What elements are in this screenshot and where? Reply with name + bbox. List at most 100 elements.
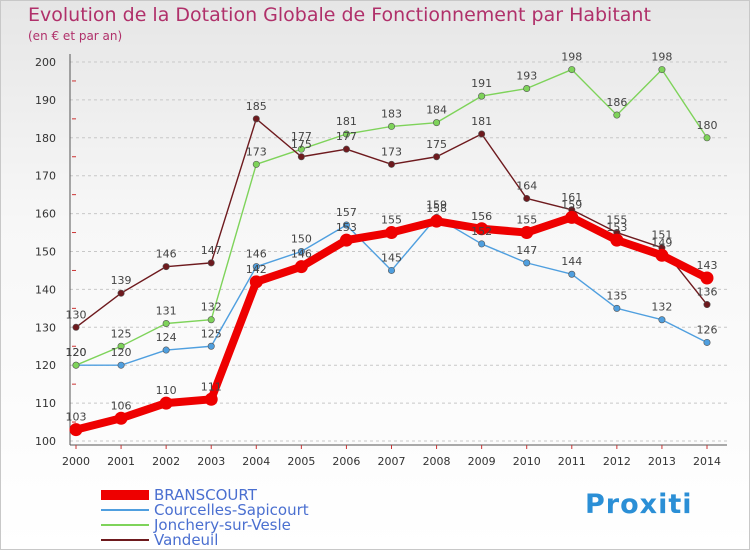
data-label: 173 [246,145,267,158]
x-tick-label: 2005 [287,455,315,468]
data-label: 135 [606,289,627,302]
x-tick-label: 2003 [197,455,225,468]
data-label: 158 [426,202,447,215]
y-tick-label: 190 [35,94,56,107]
y-tick-label: 120 [35,359,56,372]
data-label: 149 [651,236,672,249]
y-tick-label: 160 [35,208,56,221]
data-label: 126 [697,323,718,336]
data-label: 153 [336,221,357,234]
data-label: 159 [426,198,447,211]
data-label: 175 [291,138,312,151]
data-point [162,346,170,354]
data-label: 124 [156,331,177,344]
x-tick-label: 2001 [107,455,135,468]
data-label: 185 [246,100,267,113]
data-point [655,248,669,262]
data-label: 111 [201,380,222,393]
data-label: 106 [111,399,132,412]
proxiti-logo: Proxiti [585,489,693,520]
data-label: 198 [651,51,672,64]
data-label: 132 [201,301,222,314]
data-label: 164 [516,179,537,192]
data-point [700,271,714,285]
legend-swatch [101,490,149,500]
data-point [114,411,128,425]
data-point [703,301,711,309]
y-tick-label: 150 [35,246,56,259]
data-label: 143 [697,259,718,272]
y-tick-label: 100 [35,435,56,448]
data-point [162,263,170,271]
data-point [610,233,624,247]
data-point [297,153,305,161]
data-point [478,130,486,138]
x-tick-label: 2011 [558,455,586,468]
data-label: 198 [561,51,582,64]
data-point [430,214,444,228]
data-point [294,260,308,274]
data-label: 120 [66,346,87,359]
data-label: 175 [426,138,447,151]
data-point [387,266,395,274]
data-point [385,226,398,240]
data-label: 155 [606,214,627,227]
data-label: 193 [516,70,537,83]
data-label: 157 [336,206,357,219]
data-label: 180 [697,119,718,132]
data-point [117,361,125,369]
data-label: 125 [201,327,222,340]
data-point [297,248,305,256]
data-point [342,130,350,138]
chart-title: Evolution de la Dotation Globale de Fonc… [28,4,651,26]
data-label: 145 [381,251,402,264]
x-tick-label: 2009 [468,455,496,468]
data-label: 120 [66,346,87,359]
data-label: 183 [381,107,402,120]
data-label: 155 [381,214,402,227]
legend-swatch [101,524,149,526]
data-label: 136 [697,286,718,299]
data-label: 146 [291,248,312,261]
data-point [703,134,711,142]
data-label: 147 [516,244,537,257]
data-point [613,111,621,119]
data-point [565,210,579,224]
data-point [523,194,531,202]
data-point [568,66,576,74]
data-point [249,275,263,289]
x-tick-label: 2000 [62,455,90,468]
data-point [703,338,711,346]
x-tick-label: 2006 [332,455,360,468]
y-tick-label: 170 [35,170,56,183]
data-label: 146 [246,248,267,261]
data-point [475,222,489,236]
data-point [117,342,125,350]
data-point [252,160,260,168]
data-label: 153 [606,221,627,234]
data-point [72,361,80,369]
logo-text: Proxiti [585,489,693,520]
data-point [523,259,531,267]
data-label: 155 [516,214,537,227]
data-label: 177 [291,130,312,143]
data-label: 150 [291,233,312,246]
data-point [117,289,125,297]
data-point [523,85,531,93]
y-tick-label: 140 [35,283,56,296]
data-point [478,92,486,100]
data-point [162,320,170,328]
data-point [658,316,666,324]
data-label: 181 [336,115,357,128]
y-tick-label: 200 [35,56,56,69]
data-point [478,240,486,248]
x-tick-label: 2010 [513,455,541,468]
x-tick-label: 2002 [152,455,180,468]
data-point [159,396,173,410]
data-label: 146 [156,248,177,261]
data-point [342,145,350,153]
data-label: 177 [336,130,357,143]
data-point [658,66,666,74]
data-label: 151 [651,229,672,242]
